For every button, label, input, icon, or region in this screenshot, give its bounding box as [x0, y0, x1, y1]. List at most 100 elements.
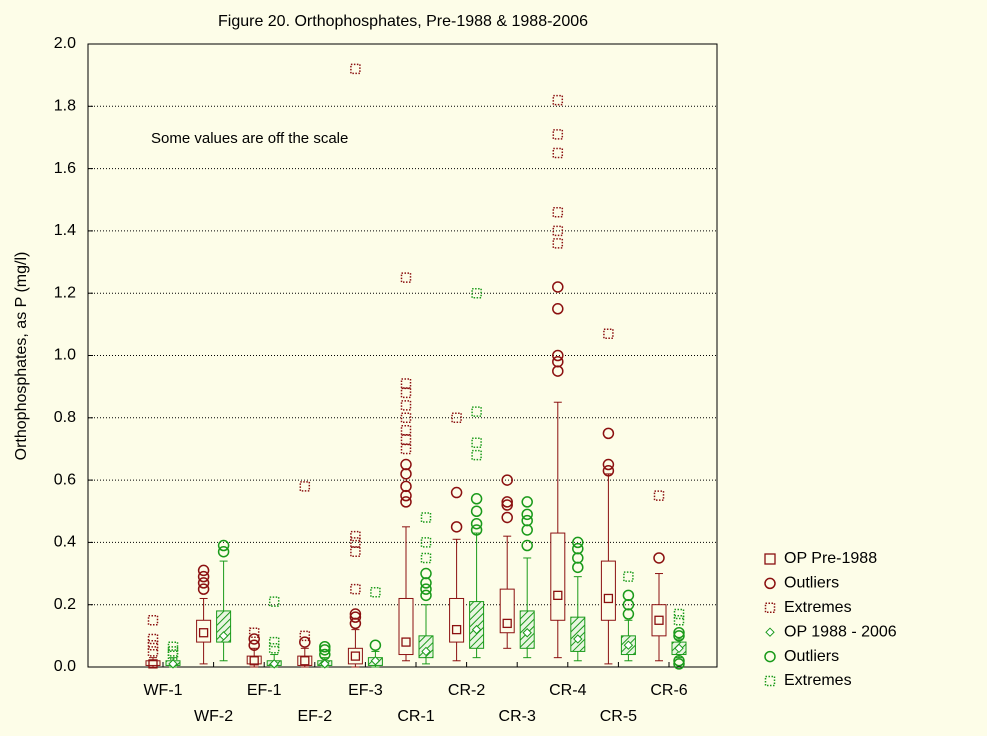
extreme: [299, 630, 311, 642]
y-axis-label: Orthophosphates, as P (mg/l): [13, 252, 30, 461]
extreme: [147, 646, 159, 657]
median: [300, 656, 310, 666]
outlier: [450, 521, 463, 533]
outlier: [197, 583, 210, 595]
extreme: [268, 643, 280, 654]
box: [246, 655, 262, 665]
median: [553, 590, 563, 601]
legend-symbol: [764, 553, 776, 565]
median: [603, 593, 614, 604]
extreme: [350, 63, 361, 75]
legend-label: Outliers: [784, 575, 839, 592]
y-tick-label: 1.4: [54, 222, 76, 239]
median: [451, 624, 462, 635]
outlier: [420, 583, 432, 595]
median: [502, 618, 512, 629]
extreme: [471, 437, 482, 448]
y-tick-label: 2.0: [54, 35, 76, 52]
outlier: [602, 458, 615, 471]
extreme: [552, 206, 564, 218]
y-tick-label: 0.0: [54, 658, 76, 675]
box: [196, 619, 212, 643]
outlier: [197, 570, 210, 583]
outlier: [400, 480, 412, 493]
extreme: [420, 537, 432, 548]
outlier: [602, 427, 615, 440]
y-tick-label: 1.6: [54, 160, 76, 177]
outlier: [248, 633, 260, 645]
box: [550, 532, 566, 621]
legend-symbol: [764, 650, 776, 663]
median: [350, 651, 361, 661]
extreme: [653, 490, 665, 501]
outlier: [217, 539, 230, 552]
outlier: [501, 511, 513, 524]
extreme: [350, 530, 361, 542]
legend-symbol: [765, 627, 775, 637]
outlier: [470, 493, 483, 505]
outlier: [349, 611, 362, 623]
box: [145, 660, 161, 666]
x-tick-label: CR-3: [499, 708, 536, 725]
outlier: [501, 499, 513, 511]
outlier: [521, 496, 533, 508]
outlier: [501, 474, 513, 486]
outlier: [299, 636, 311, 648]
median: [168, 659, 178, 669]
median: [471, 624, 482, 635]
extreme: [248, 627, 260, 638]
extreme: [147, 639, 159, 651]
y-tick-label: 0.8: [54, 409, 76, 426]
outlier: [653, 552, 665, 564]
chart-title: Figure 20. Orthophosphates, Pre-1988 & 1…: [218, 13, 588, 30]
outlier: [572, 542, 584, 555]
extreme: [471, 449, 482, 461]
extreme: [350, 583, 361, 595]
legend-label: Outliers: [784, 648, 839, 665]
outlier: [450, 486, 463, 499]
box: [600, 560, 616, 621]
x-tick-label: CR-6: [650, 682, 687, 699]
extreme: [552, 225, 564, 237]
outlier: [319, 644, 331, 656]
outlier: [369, 639, 382, 651]
box: [651, 604, 667, 637]
outlier: [470, 517, 483, 530]
outlier: [420, 567, 432, 580]
median: [370, 656, 381, 666]
outlier: [400, 496, 412, 508]
legend-symbol: [764, 577, 776, 590]
annotation: Some values are off the scale: [151, 130, 348, 147]
y-tick-label: 0.4: [54, 534, 76, 551]
y-tick-label: 0.6: [54, 471, 76, 488]
median: [674, 643, 684, 654]
extreme: [400, 272, 412, 283]
x-tick-label: WF-1: [143, 682, 182, 699]
box: [297, 655, 313, 666]
y-tick-label: 1.2: [54, 284, 76, 301]
x-tick-label: CR-2: [448, 682, 485, 699]
extreme: [552, 94, 564, 106]
median: [654, 615, 664, 625]
outlier: [673, 630, 685, 642]
outlier: [349, 608, 362, 620]
median: [148, 659, 158, 669]
outlier: [521, 539, 533, 552]
outlier: [501, 496, 513, 508]
outlier: [217, 545, 230, 558]
box: [449, 597, 465, 643]
legend-label: Extremes: [784, 599, 852, 616]
outlier: [673, 658, 685, 670]
median: [573, 634, 583, 644]
extreme: [147, 615, 159, 626]
extreme: [471, 406, 482, 417]
legend-label: Extremes: [784, 672, 852, 689]
x-tick-label: CR-1: [397, 708, 434, 725]
legend-symbol: [764, 602, 776, 614]
extreme: [420, 552, 432, 564]
x-tick-label: CR-4: [549, 682, 586, 699]
outlier: [470, 505, 483, 517]
outlier: [319, 648, 331, 661]
box: [347, 647, 363, 665]
